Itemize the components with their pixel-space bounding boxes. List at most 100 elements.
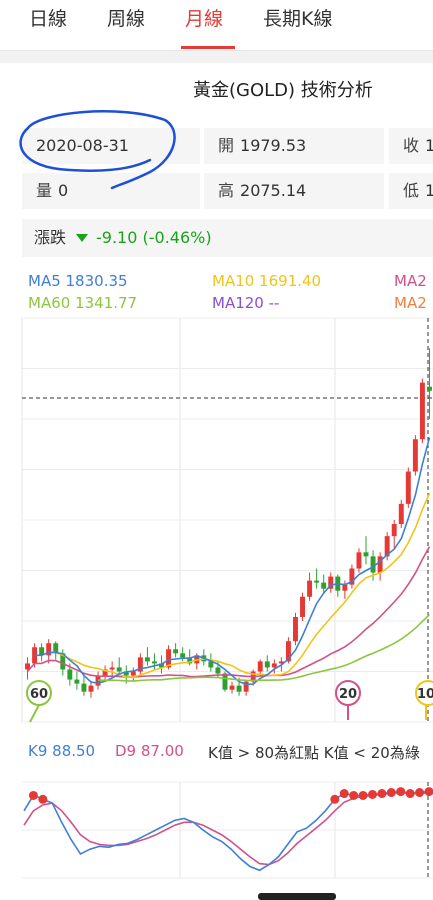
candle-body — [187, 657, 193, 664]
overbought-dot — [386, 788, 396, 798]
candle-body — [342, 584, 348, 591]
overbought-dot — [358, 790, 368, 800]
candle-body — [349, 568, 355, 585]
candle-body — [300, 596, 306, 617]
candle-body — [173, 649, 179, 654]
candle-body — [215, 667, 221, 674]
candle-body — [405, 471, 411, 504]
ma5-legend: MA5 1830.35 — [28, 272, 128, 290]
ma20-legend: MA2 — [394, 272, 427, 290]
kd-note: K值 > 80為紅點 K值 < 20為綠 — [208, 744, 420, 762]
change-value: -9.10 (-0.46%) — [96, 228, 212, 247]
candle-body — [419, 382, 425, 440]
candle-body — [130, 671, 136, 676]
badge-60[interactable]: 60 — [26, 680, 52, 723]
tab-daily[interactable]: 日線 — [29, 8, 68, 30]
date-cell: 2020-08-31 — [22, 128, 200, 164]
candle-body — [180, 653, 186, 658]
ma10-line — [48, 492, 431, 679]
ma60-legend: MA60 1341.77 — [28, 294, 138, 312]
candle-body — [271, 663, 277, 668]
candle-body — [222, 673, 228, 690]
candle-body — [208, 661, 214, 668]
tab-weekly[interactable]: 周線 — [107, 8, 146, 30]
candle-body — [314, 580, 320, 583]
change-cell: 漲跌 -9.10 (-0.46%) — [22, 219, 433, 257]
candle-body — [391, 524, 397, 537]
candle-body — [102, 669, 108, 676]
candle-body — [67, 669, 73, 680]
candle-body — [151, 661, 157, 664]
overbought-dot — [28, 790, 38, 800]
candle-body — [39, 647, 45, 656]
candle-body — [321, 582, 327, 589]
ma5-line — [34, 437, 431, 686]
badge-10[interactable]: 10 — [415, 680, 433, 720]
candle-body — [264, 661, 270, 668]
overbought-dot — [415, 788, 425, 798]
low-label: 低 — [403, 181, 420, 200]
candle-body — [398, 503, 404, 525]
d9-legend: D9 87.00 — [115, 742, 184, 760]
period-tabs: 日線 周線 月線 長期K線 — [0, 0, 433, 51]
candle-body — [81, 683, 87, 692]
overbought-dot — [330, 794, 340, 804]
active-tab-indicator — [181, 46, 235, 49]
candle-body — [370, 556, 376, 573]
candle-body — [60, 653, 66, 670]
candle-body — [236, 685, 242, 692]
candle-body — [363, 552, 369, 557]
candle-body — [278, 661, 284, 664]
volume-value: 0 — [58, 181, 69, 200]
overbought-dot — [38, 794, 48, 804]
kd-grid — [22, 781, 433, 879]
tab-monthly[interactable]: 月線 — [185, 8, 224, 30]
open-cell: 開 1979.53 — [204, 128, 384, 164]
candle-body — [377, 556, 383, 573]
candle-body — [109, 667, 115, 670]
chart-grid — [21, 317, 433, 723]
volume-label: 量 — [36, 181, 53, 200]
overbought-dot — [339, 789, 349, 799]
overbought-dot — [367, 789, 377, 799]
date-value: 2020-08-31 — [36, 136, 129, 155]
badge-10-label: 10 — [417, 687, 433, 702]
overbought-dot — [377, 789, 387, 799]
close-value: 1 — [425, 136, 433, 155]
candle-body — [384, 536, 390, 557]
ma120-legend: MA120 -- — [212, 294, 280, 312]
candle-body — [229, 685, 235, 690]
badge-20[interactable]: 20 — [335, 680, 361, 720]
kd-lines — [23, 787, 433, 872]
candle-body — [144, 657, 150, 662]
low-value: 1 — [425, 181, 433, 200]
open-value: 1979.53 — [240, 136, 307, 155]
candle-body — [137, 657, 143, 672]
overbought-dot — [405, 789, 415, 799]
ma-lines — [26, 437, 431, 686]
candle-body — [88, 685, 94, 692]
home-indicator — [258, 893, 336, 900]
candle-body — [328, 576, 334, 589]
tab-long-term[interactable]: 長期K線 — [263, 8, 333, 30]
candle-body — [159, 663, 164, 668]
candle-body — [32, 647, 38, 664]
candle-body — [293, 616, 298, 642]
candle-body — [285, 641, 291, 662]
candle-body — [116, 667, 122, 672]
overbought-dot — [349, 790, 359, 800]
d9-line — [23, 791, 430, 866]
open-label: 開 — [218, 136, 235, 155]
ma20-line — [26, 546, 431, 678]
down-triangle-icon — [76, 234, 89, 242]
candle-body — [412, 439, 418, 472]
overbought-dot — [424, 787, 433, 797]
candle-body — [257, 661, 263, 672]
candle-body — [53, 643, 59, 654]
handdrawn-circle-annotation — [19, 110, 176, 190]
k9-legend: K9 88.50 — [28, 742, 96, 760]
